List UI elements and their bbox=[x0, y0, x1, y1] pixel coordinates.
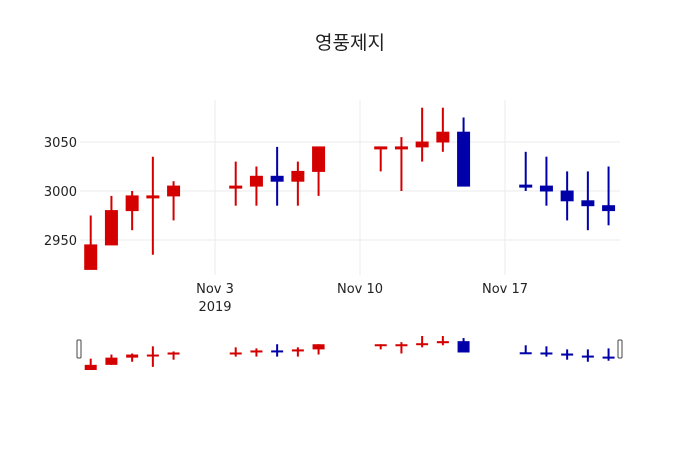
mini-candle bbox=[540, 346, 553, 357]
x-tick-year: 2019 bbox=[198, 300, 231, 315]
candle[interactable] bbox=[539, 156, 553, 206]
mini-candle bbox=[602, 348, 615, 361]
candle[interactable] bbox=[291, 161, 305, 206]
mini-candle bbox=[457, 338, 470, 353]
candle[interactable] bbox=[581, 171, 595, 231]
candle[interactable] bbox=[270, 146, 284, 206]
candle[interactable] bbox=[249, 166, 263, 206]
candle[interactable] bbox=[394, 137, 408, 191]
mini-candle bbox=[312, 344, 325, 355]
mini-candle bbox=[581, 349, 594, 362]
mini-candle bbox=[167, 351, 180, 360]
y-tick-label: 2950 bbox=[44, 234, 77, 249]
mini-candle bbox=[416, 336, 429, 348]
candle[interactable] bbox=[167, 181, 181, 221]
mini-candle bbox=[146, 346, 159, 367]
x-tick-label: Nov 10 bbox=[337, 282, 383, 297]
candle[interactable] bbox=[146, 156, 160, 255]
range-slider[interactable] bbox=[76, 336, 623, 370]
x-axis: Nov 3 2019 Nov 10 Nov 17 bbox=[196, 282, 528, 315]
gridlines bbox=[80, 100, 620, 275]
range-handle-left[interactable] bbox=[76, 339, 82, 359]
mini-candle bbox=[105, 354, 118, 365]
y-tick-label: 3050 bbox=[44, 136, 77, 151]
mini-candle bbox=[374, 344, 387, 350]
mini-candle bbox=[561, 349, 574, 360]
mini-candle bbox=[291, 347, 304, 357]
candle[interactable] bbox=[457, 117, 471, 187]
candle[interactable] bbox=[312, 146, 326, 196]
candle[interactable] bbox=[229, 161, 243, 206]
y-tick-label: 3000 bbox=[44, 185, 77, 200]
mini-candle bbox=[519, 345, 532, 355]
candle[interactable] bbox=[519, 151, 533, 191]
candle[interactable] bbox=[560, 171, 574, 221]
range-handle-right[interactable] bbox=[617, 339, 623, 359]
candle[interactable] bbox=[436, 107, 450, 152]
y-axis: 2950 3000 3050 bbox=[44, 136, 77, 249]
candle[interactable] bbox=[125, 191, 139, 231]
x-tick-label: Nov 17 bbox=[482, 282, 528, 297]
candle[interactable] bbox=[84, 215, 98, 270]
mini-candle bbox=[395, 342, 408, 354]
candle[interactable] bbox=[602, 166, 616, 226]
x-tick-label: Nov 3 bbox=[196, 282, 234, 297]
candles-main[interactable] bbox=[84, 107, 616, 270]
mini-candle bbox=[271, 344, 284, 357]
mini-candle bbox=[250, 348, 263, 357]
mini-candle bbox=[229, 347, 242, 357]
mini-candle bbox=[436, 336, 449, 346]
candle[interactable] bbox=[374, 146, 388, 172]
mini-candle bbox=[84, 358, 97, 370]
candle[interactable] bbox=[415, 107, 429, 162]
mini-candle bbox=[126, 353, 139, 362]
chart-title: 영풍제지 bbox=[315, 32, 385, 54]
candle[interactable] bbox=[104, 195, 118, 246]
